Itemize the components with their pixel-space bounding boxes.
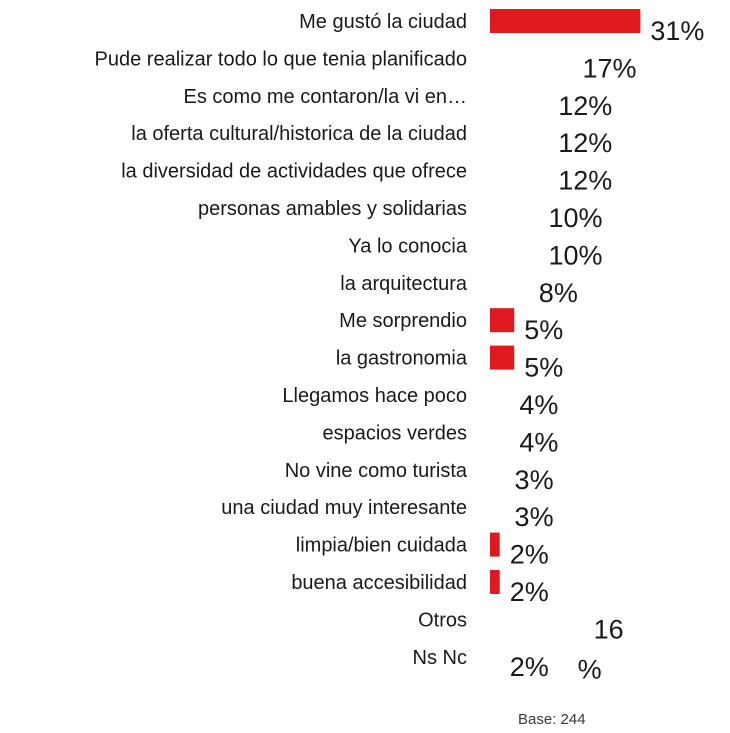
category-label-me-sorprendio: Me sorprendio: [339, 310, 467, 332]
value-label-espacios-verdes: 4%: [519, 427, 558, 457]
value-label-la-arquitectura: 8%: [539, 278, 578, 308]
value-label-buena-accesibilidad: 2%: [510, 577, 549, 607]
category-label-no-vine-como-turista: No vine como turista: [285, 460, 468, 482]
value-label-no-vine-como-turista: 3%: [515, 465, 554, 495]
category-label-ya-lo-conocia: Ya lo conocia: [348, 235, 467, 257]
category-label-buena-accesibilidad: buena accesibilidad: [291, 572, 467, 594]
category-label-me-gusto-la-ciudad: Me gustó la ciudad: [299, 11, 467, 33]
category-label-pude-realizar-todo-lo-que-tenia-planificado: Pude realizar todo lo que tenia planific…: [95, 48, 467, 70]
value-label-es-como-me-contaron-la-vi-en: 12%: [558, 91, 612, 121]
bar-buena-accesibilidad: [490, 570, 500, 594]
category-label-personas-amables-y-solidarias: personas amables y solidarias: [198, 198, 467, 220]
value-label-otros: 16%: [578, 614, 624, 684]
value-label-llegamos-hace-poco: 4%: [519, 390, 558, 420]
category-label-la-diversidad-de-actividades-que-ofrece: la diversidad de actividades que ofrece: [121, 161, 467, 183]
value-label-la-diversidad-de-actividades-que-ofrece: 12%: [558, 166, 612, 196]
bar-limpia-bien-cuidada: [490, 532, 500, 557]
value-label-ya-lo-conocia: 10%: [549, 240, 603, 270]
category-label-llegamos-hace-poco: Llegamos hace poco: [282, 385, 467, 407]
bar-me-gusto-la-ciudad: [490, 9, 641, 33]
bar-la-gastronomia: [490, 345, 515, 370]
value-label-la-oferta-cultural-historica-de-la-ciudad: 12%: [558, 128, 612, 158]
category-label-limpia-bien-cuidada: limpia/bien cuidada: [296, 535, 468, 557]
category-label-la-oferta-cultural-historica-de-la-ciudad: la oferta cultural/historica de la ciuda…: [131, 123, 467, 145]
value-label-ns-nc: 2%: [510, 652, 549, 682]
bar-me-sorprendio: [490, 308, 515, 333]
category-label-una-ciudad-muy-interesante: una ciudad muy interesante: [221, 497, 467, 519]
category-label-otros: Otros: [418, 609, 467, 631]
category-label-es-como-me-contaron-la-vi-en: Es como me contaron/la vi en…: [184, 86, 467, 108]
category-label-la-arquitectura: la arquitectura: [340, 273, 468, 295]
base-note: Base: 244: [518, 711, 586, 728]
category-label-ns-nc: Ns Nc: [413, 647, 467, 669]
value-label-limpia-bien-cuidada: 2%: [510, 540, 549, 570]
category-label-espacios-verdes: espacios verdes: [322, 422, 467, 444]
value-label-personas-amables-y-solidarias: 10%: [549, 203, 603, 233]
value-label-la-gastronomia: 5%: [524, 353, 563, 383]
value-label-una-ciudad-muy-interesante: 3%: [515, 502, 554, 532]
value-label-me-sorprendio: 5%: [524, 315, 563, 345]
category-label-la-gastronomia: la gastronomia: [336, 348, 468, 370]
value-label-me-gusto-la-ciudad: 31%: [650, 16, 704, 46]
value-label-pude-realizar-todo-lo-que-tenia-planificado: 17%: [582, 53, 636, 83]
